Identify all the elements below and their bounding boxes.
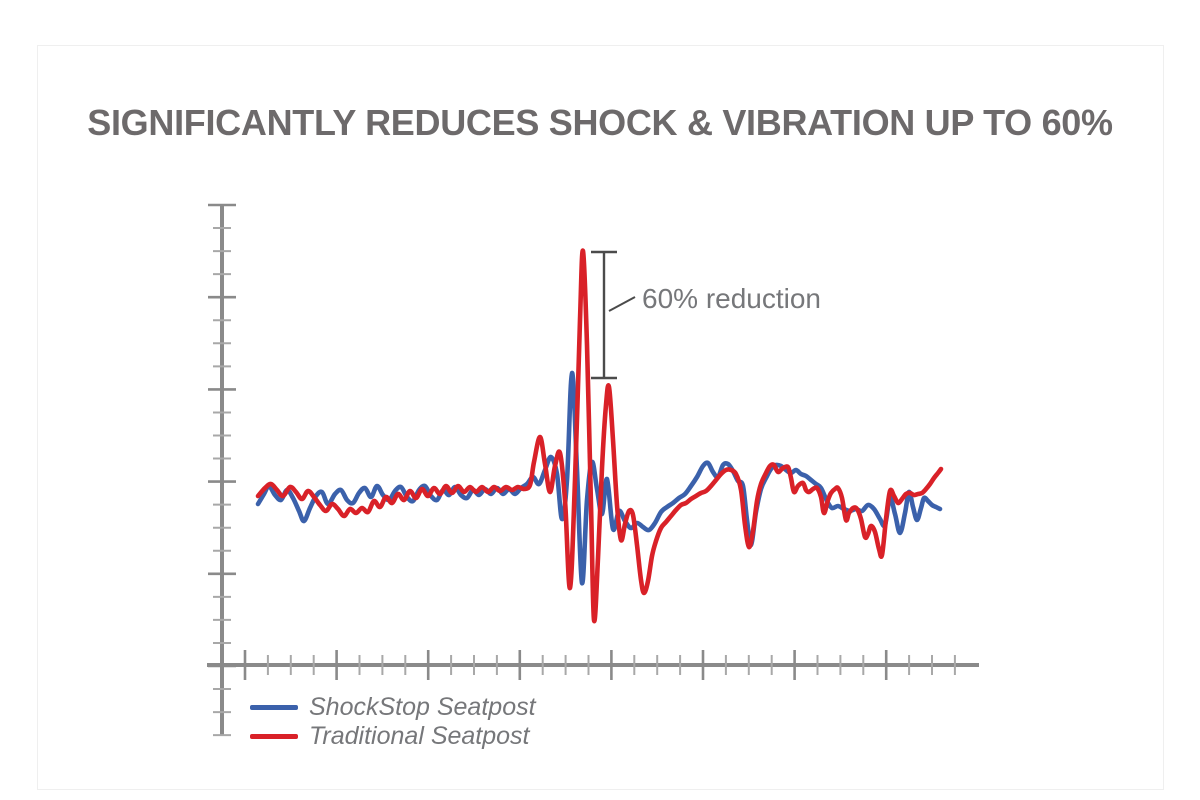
legend-item-traditional: Traditional Seatpost bbox=[250, 722, 536, 751]
annotation-label: 60% reduction bbox=[642, 283, 821, 314]
traditional-legend-label: Traditional Seatpost bbox=[309, 722, 530, 750]
reduction-bracket bbox=[591, 250, 636, 380]
traditional-line-swatch bbox=[250, 734, 298, 739]
legend: ShockStop Seatpost Traditional Seatpost bbox=[250, 693, 536, 751]
axes bbox=[207, 203, 979, 737]
shockstop-line-swatch bbox=[250, 705, 298, 710]
shockstop-legend-label: ShockStop Seatpost bbox=[309, 693, 536, 721]
traditional-series-line bbox=[255, 248, 944, 624]
legend-item-shockstop: ShockStop Seatpost bbox=[250, 693, 536, 722]
shockstop-series-line bbox=[255, 370, 943, 586]
annotation-pointer-line bbox=[608, 296, 636, 312]
series-lines bbox=[255, 248, 944, 624]
chart-title: SIGNIFICANTLY REDUCES SHOCK & VIBRATION … bbox=[87, 102, 1113, 143]
